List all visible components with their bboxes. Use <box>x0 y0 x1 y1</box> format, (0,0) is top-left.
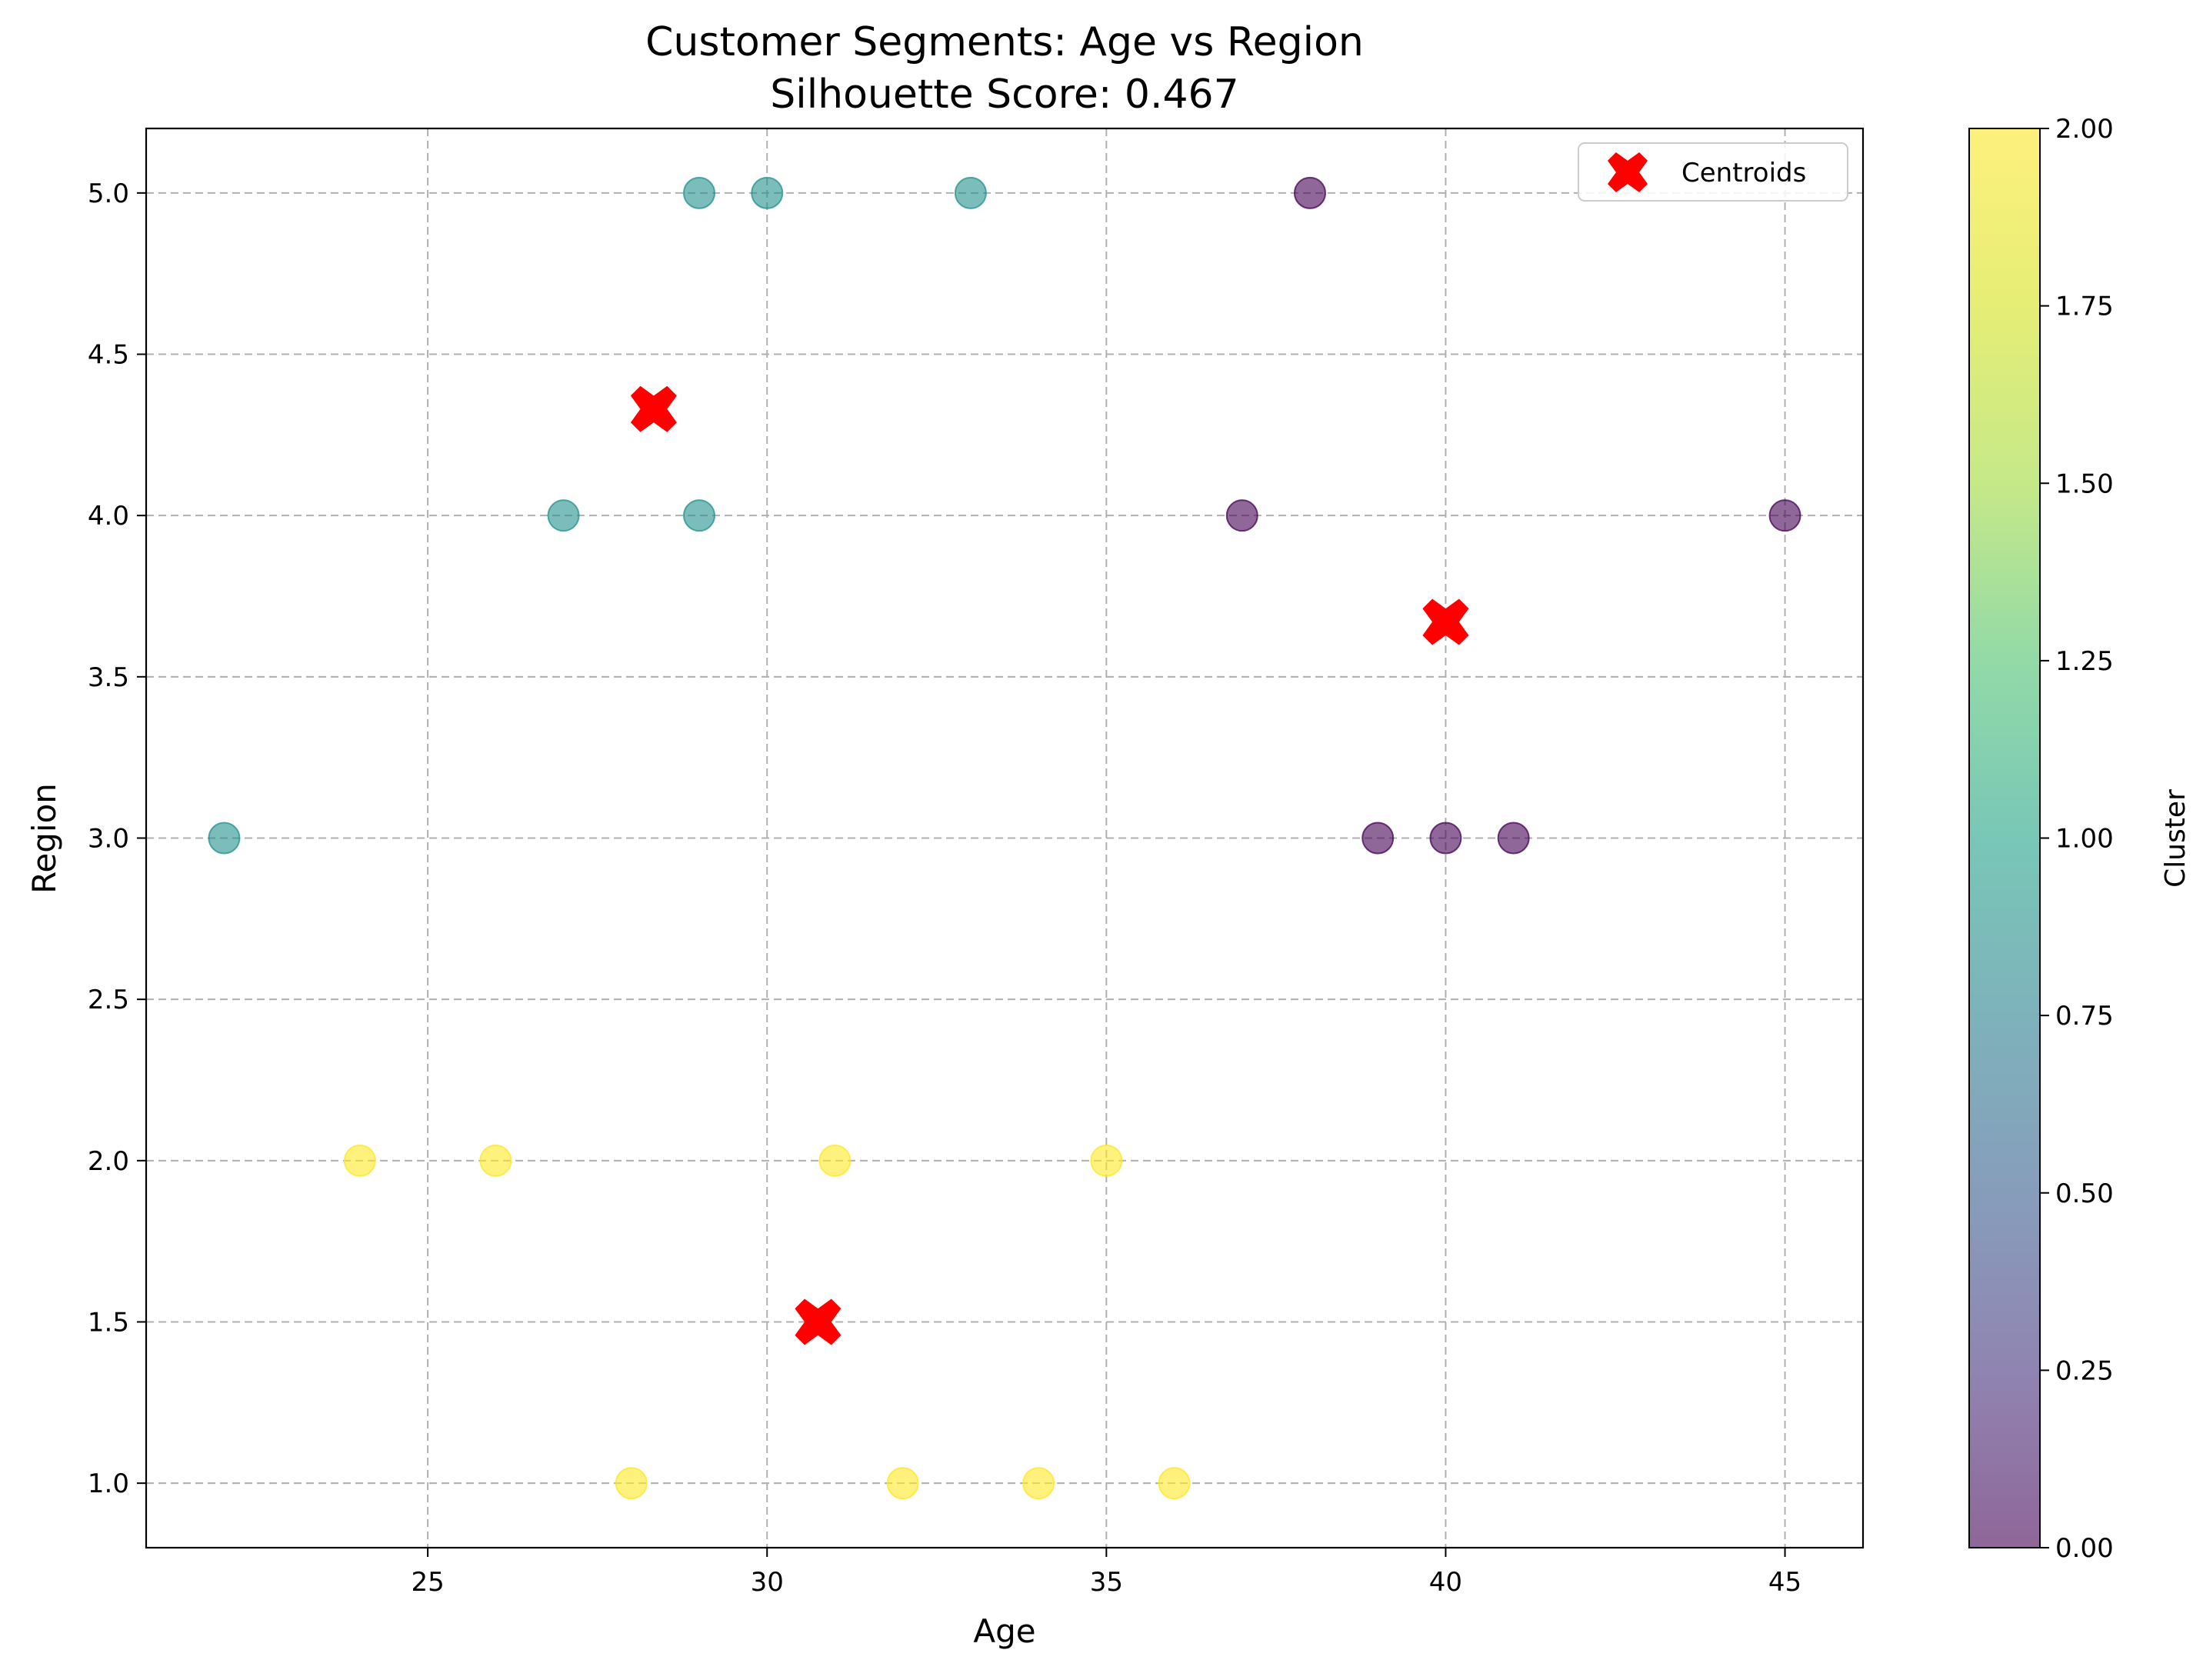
data-point-cluster-0 <box>1361 822 1395 855</box>
data-point-cluster-0 <box>1768 499 1801 532</box>
y-tick-label: 4.0 <box>88 501 129 532</box>
colorbar-tick-label: 1.25 <box>2055 646 2114 677</box>
chart-title: Customer Segments: Age vs Region <box>645 19 1364 65</box>
y-axis-label: Region <box>25 783 63 894</box>
data-point-cluster-1 <box>751 176 784 209</box>
data-point-cluster-2 <box>343 1144 376 1177</box>
legend-box <box>1578 142 1848 202</box>
y-tick-label: 2.0 <box>88 1146 129 1177</box>
data-points <box>208 176 1801 1500</box>
colorbar-label: Cluster <box>2160 789 2191 888</box>
axis-ticks: 25 30 35 40 45 1.0 1.5 2.0 2.5 3.0 3.5 4.0 4.5 5.0 <box>88 178 1801 1598</box>
legend-label-centroids: Centroids <box>1681 158 1806 188</box>
x-tick-label: 35 <box>1090 1567 1123 1598</box>
grid-lines <box>146 128 1863 1548</box>
y-tick-label: 3.0 <box>88 824 129 855</box>
legend: Centroids <box>1578 142 1848 202</box>
colorbar-tick-label: 1.00 <box>2055 824 2114 855</box>
x-tick-label: 25 <box>411 1567 444 1598</box>
data-point-cluster-2 <box>615 1467 648 1500</box>
y-tick-label: 2.5 <box>88 985 129 1015</box>
centroid-markers <box>630 385 1469 1345</box>
x-tick-label: 45 <box>1768 1567 1801 1598</box>
colorbar: 0.00 0.25 0.50 0.75 1.00 1.25 1.50 1.75 2.00 Clu… <box>1968 114 2191 1564</box>
colorbar-tick-label: 0.25 <box>2055 1355 2114 1386</box>
data-point-cluster-2 <box>1022 1467 1055 1500</box>
x-tick-label: 40 <box>1429 1567 1462 1598</box>
data-point-cluster-0 <box>1293 176 1326 209</box>
colorbar-tick-label: 1.50 <box>2055 468 2114 499</box>
data-point-cluster-0 <box>1497 822 1530 855</box>
data-point-cluster-2 <box>1158 1467 1191 1500</box>
y-tick-label: 5.0 <box>88 178 129 209</box>
centroid-marker <box>1422 598 1469 645</box>
data-point-cluster-2 <box>818 1144 852 1177</box>
y-tick-label: 4.5 <box>88 340 129 371</box>
data-point-cluster-2 <box>479 1144 512 1177</box>
data-point-cluster-1 <box>208 822 241 855</box>
legend-centroid-marker <box>1608 152 1648 192</box>
colorbar-tick-label: 0.50 <box>2055 1178 2114 1209</box>
data-point-cluster-1 <box>547 499 580 532</box>
centroid-marker <box>795 1298 842 1345</box>
colorbar-tick-label: 2.00 <box>2055 114 2114 145</box>
data-point-cluster-2 <box>886 1467 919 1500</box>
legend-centroid-icon <box>1608 152 1648 192</box>
y-tick-label: 1.5 <box>88 1307 129 1338</box>
x-axis-label: Age <box>973 1612 1035 1650</box>
data-point-cluster-1 <box>683 499 716 532</box>
colorbar-gradient <box>1969 128 2040 1548</box>
data-point-cluster-0 <box>1225 499 1258 532</box>
centroid-marker <box>630 385 677 432</box>
colorbar-tick-label: 0.00 <box>2055 1533 2114 1564</box>
colorbar-tick-label: 1.75 <box>2055 292 2114 322</box>
plot-frame <box>145 127 1865 1549</box>
data-point-cluster-0 <box>1429 822 1462 855</box>
colorbar-tick-label: 0.75 <box>2055 1001 2114 1032</box>
chart-subtitle: Silhouette Score: 0.467 <box>770 72 1238 118</box>
data-point-cluster-1 <box>683 176 716 209</box>
data-point-cluster-2 <box>1090 1144 1123 1177</box>
data-point-cluster-1 <box>954 176 987 209</box>
y-tick-label: 1.0 <box>88 1468 129 1499</box>
colorbar-ticks: 0.00 0.25 0.50 0.75 1.00 1.25 1.50 1.75 2.00 <box>2040 114 2114 1564</box>
x-tick-label: 30 <box>751 1567 784 1598</box>
y-tick-label: 3.5 <box>88 662 129 693</box>
